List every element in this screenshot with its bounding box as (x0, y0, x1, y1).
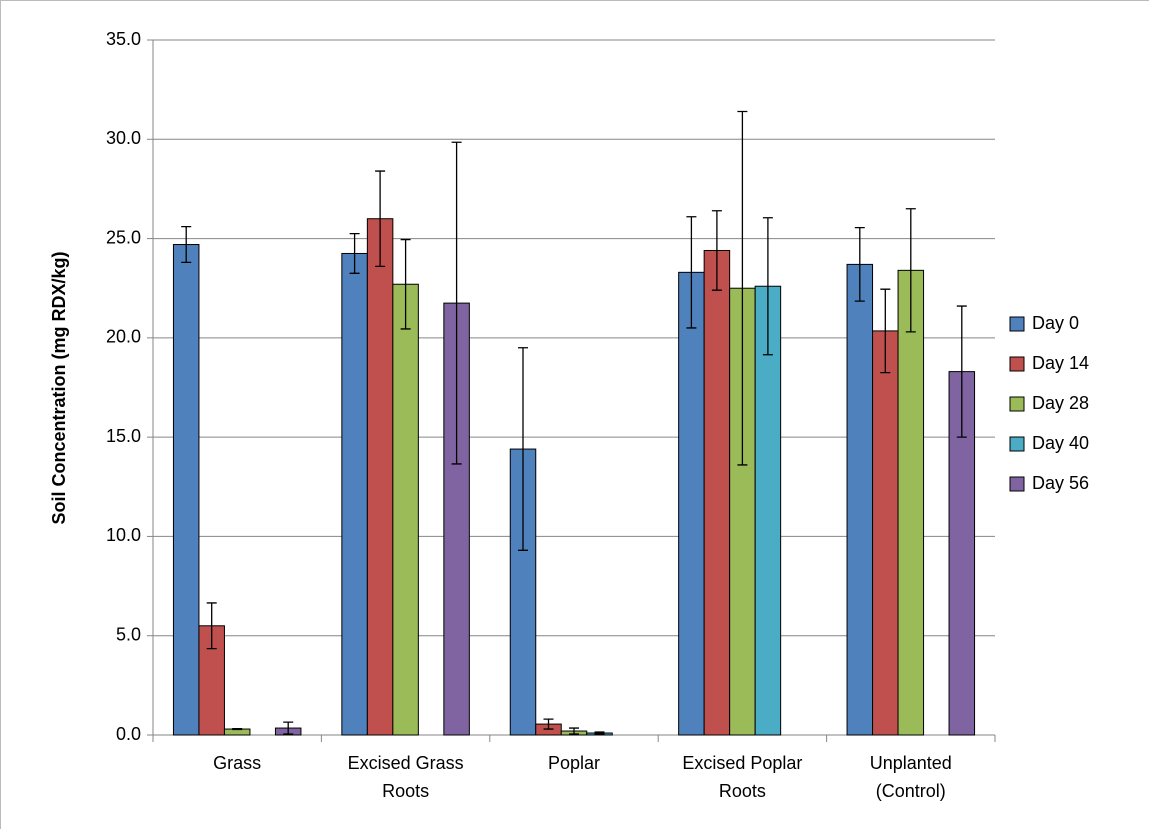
error-bar (451, 141, 462, 465)
legend-label: Day 28 (1032, 393, 1089, 413)
bar (172, 244, 200, 736)
y-tick-label: 20.0 (106, 327, 141, 347)
x-tick-label: Unplanted (Control) (869, 753, 952, 801)
legend-label: Day 0 (1032, 313, 1079, 333)
y-tick-label: 5.0 (116, 624, 141, 644)
error-bar (711, 210, 722, 291)
error-bar (594, 731, 605, 735)
bar (703, 249, 731, 736)
y-tick-label: 25.0 (106, 227, 141, 247)
legend-label: Day 40 (1032, 433, 1089, 453)
y-tick-label: 30.0 (106, 128, 141, 148)
bar (341, 252, 368, 736)
bar (846, 263, 874, 736)
error-bar (283, 721, 294, 735)
legend-swatch (1009, 436, 1025, 452)
legend-swatch (1009, 476, 1025, 492)
x-tick-label: Grass (213, 753, 262, 773)
bar (897, 269, 925, 736)
error-bar (518, 347, 528, 551)
error-bar (880, 288, 891, 374)
error-bar (206, 602, 217, 650)
error-bar (905, 208, 916, 333)
legend-label: Day 14 (1032, 353, 1089, 373)
bar (392, 283, 419, 736)
error-bar (400, 238, 411, 330)
error-bar (569, 727, 579, 735)
error-bar (181, 226, 192, 264)
y-tick-label: 0.0 (116, 724, 141, 744)
error-bar (762, 217, 773, 356)
error-bar (375, 170, 386, 268)
y-axis-label: Soil Concentration (mg RDX/kg) (49, 251, 69, 524)
bar (678, 271, 705, 736)
bar (872, 330, 899, 736)
legend-swatch (1009, 356, 1025, 372)
error-bar (686, 216, 697, 329)
error-bar (543, 718, 554, 730)
x-tick-label: Excised Poplar Roots (682, 753, 803, 801)
y-tick-label: 35.0 (106, 29, 141, 49)
x-tick-label: Excised Grass Roots (347, 753, 464, 801)
error-bar (232, 727, 243, 731)
y-tick-label: 15.0 (106, 426, 141, 446)
y-tick-label: 10.0 (106, 525, 141, 545)
legend-swatch (1009, 396, 1025, 412)
legend-swatch (1009, 316, 1025, 332)
bar (366, 218, 394, 736)
x-tick-label: Poplar (547, 753, 601, 773)
legend-label: Day 56 (1032, 473, 1089, 493)
bar (754, 285, 782, 736)
error-bar (854, 227, 865, 302)
error-bar (956, 305, 967, 438)
error-bar (349, 232, 360, 274)
error-bar (737, 110, 748, 466)
